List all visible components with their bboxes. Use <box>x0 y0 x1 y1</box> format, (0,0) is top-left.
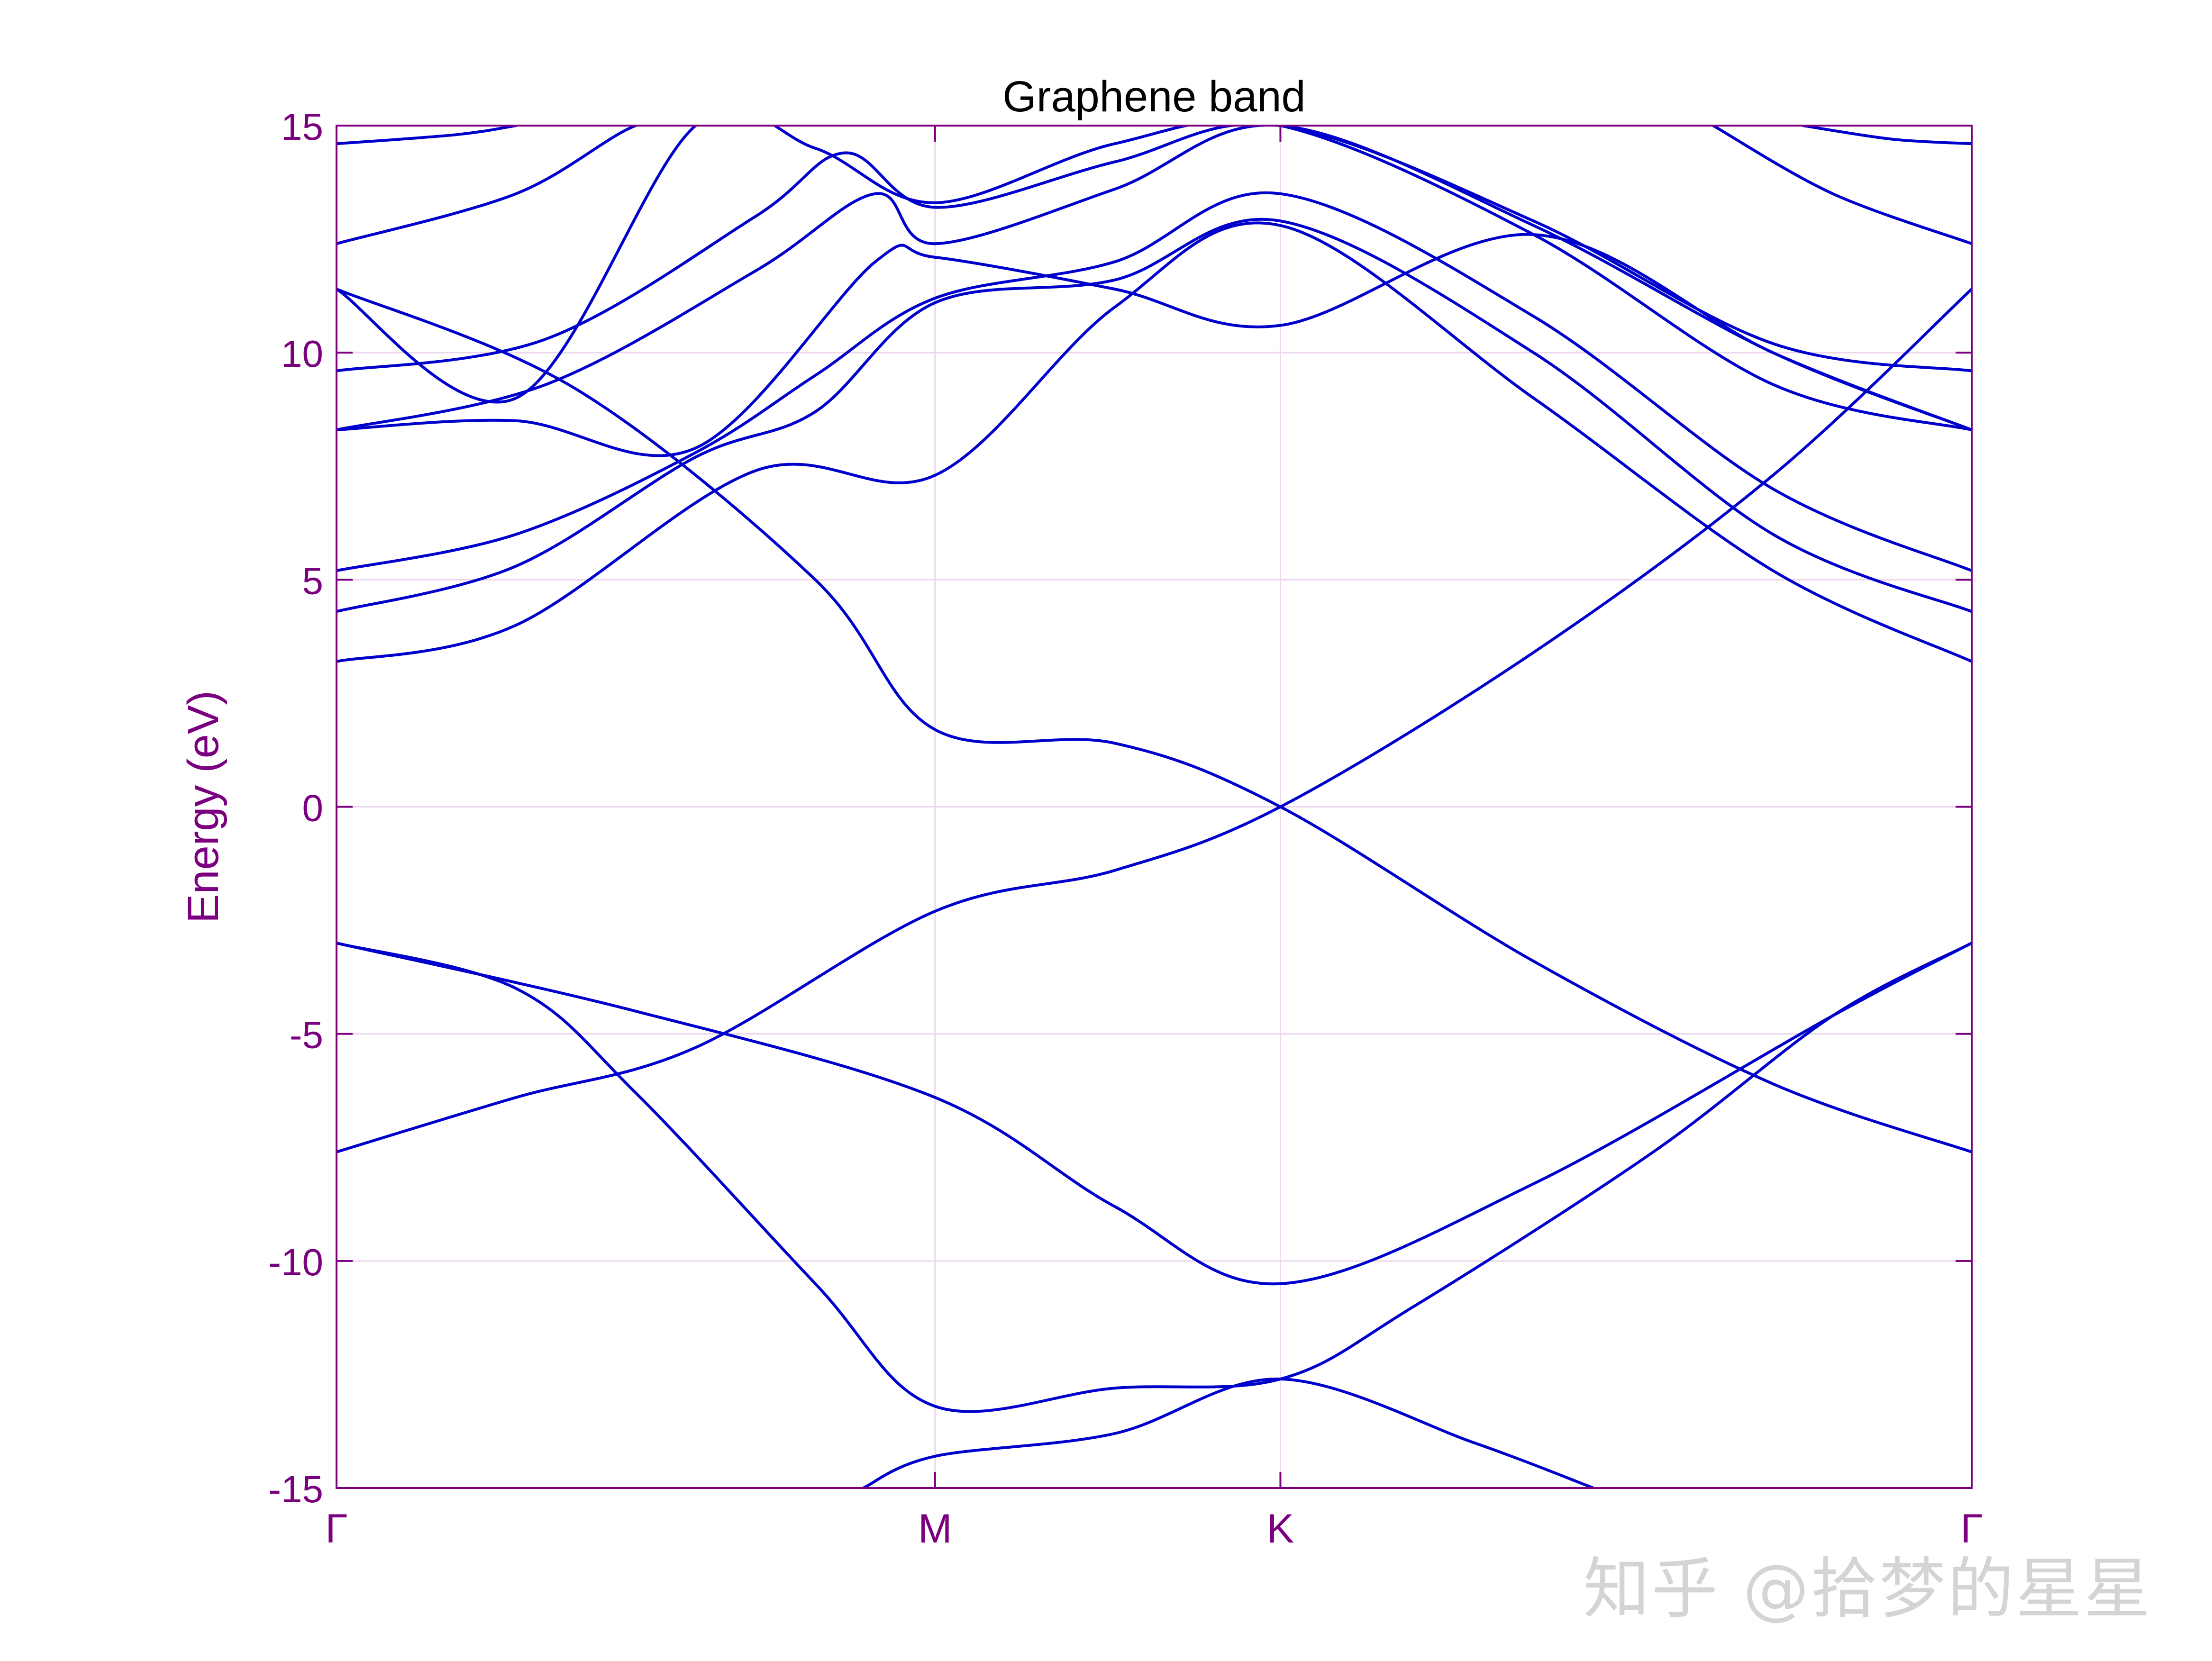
watermark-text: 知乎 @拾梦的星星 <box>1583 1551 2152 1628</box>
band-line-15 <box>1711 126 1972 245</box>
axis-layer <box>336 125 1973 1489</box>
band-line-1 <box>337 942 1972 1286</box>
band-line-8 <box>337 191 1972 572</box>
band-line-10 <box>337 126 1972 432</box>
x-tick-label: Γ <box>325 1506 347 1552</box>
x-tick-label: K <box>1267 1506 1294 1552</box>
y-tick-label: 5 <box>302 560 324 602</box>
band-line-2 <box>337 942 1972 1413</box>
band-line-13 <box>337 126 697 245</box>
y-tick-label: 0 <box>302 787 324 829</box>
series-layer <box>337 126 1972 1488</box>
band-line-14 <box>337 126 518 145</box>
band-line-6 <box>337 221 1972 663</box>
y-tick-label: 10 <box>281 333 323 375</box>
band-line-4 <box>337 288 1972 1153</box>
band-line-7 <box>337 218 1972 613</box>
y-tick-label: 15 <box>281 106 323 148</box>
y-tick-label: -10 <box>268 1241 323 1283</box>
band-line-9 <box>337 233 1972 457</box>
band-line-5 <box>862 1377 1595 1488</box>
band-line-3 <box>337 288 1972 1153</box>
chart-title: Graphene band <box>1002 73 1305 121</box>
text-layer: -15 -10 -5 0 5 10 15 Γ M K Γ Graphene band Energy (e… <box>179 73 1983 1552</box>
y-axis-label: Energy (eV) <box>179 690 228 923</box>
band-line-12 <box>337 126 1972 432</box>
y-tick-label: -15 <box>268 1468 323 1510</box>
x-tick-label: Γ <box>1960 1506 1983 1552</box>
band-line-11 <box>337 126 1972 372</box>
y-tick-label: -5 <box>290 1014 323 1056</box>
band-line-16 <box>1801 126 1972 145</box>
x-tick-label: M <box>918 1506 952 1552</box>
